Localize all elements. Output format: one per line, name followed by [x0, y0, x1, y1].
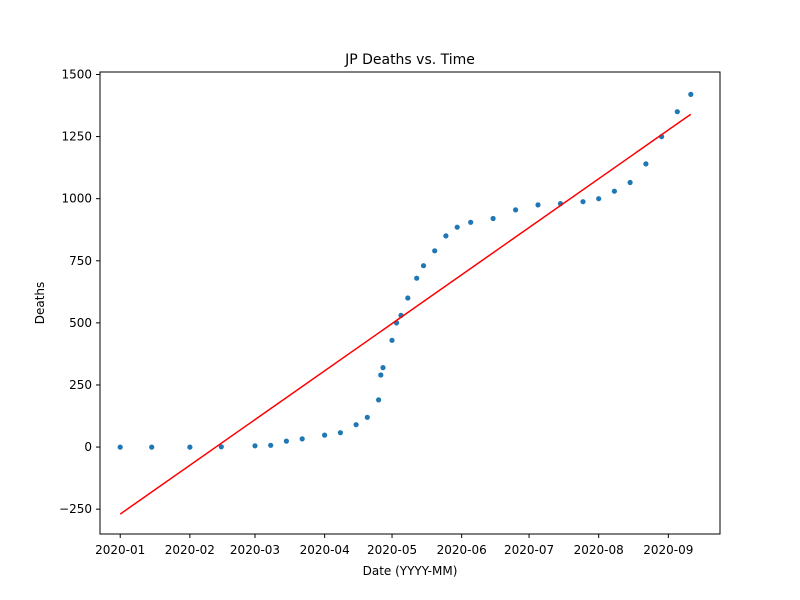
data-point-27	[535, 202, 541, 208]
y-axis-ticks: −250 0 250 500 750 1000 1250 1500	[59, 67, 100, 516]
x-tick-label: 2020-06	[437, 543, 487, 557]
data-point-32	[627, 179, 633, 186]
data-point-19	[414, 275, 420, 281]
data-point-25	[490, 215, 496, 222]
x-tick-label: 2020-08	[574, 543, 624, 557]
y-tick-label: 1250	[61, 130, 92, 144]
x-tick-label: 2020-01	[95, 543, 145, 557]
x-axis-label: Date (YYYY-MM)	[363, 564, 458, 578]
data-point-7	[299, 436, 305, 442]
x-tick-label: 2020-03	[230, 543, 280, 557]
data-point-14	[380, 365, 386, 371]
data-point-23	[454, 224, 460, 230]
data-point-33	[643, 161, 649, 167]
data-point-4	[252, 443, 258, 449]
data-point-36	[688, 91, 694, 97]
chart-title: JP Deaths vs. Time	[344, 52, 475, 68]
plot-marks	[117, 91, 694, 515]
plot-frame	[99, 71, 721, 535]
data-point-6	[283, 438, 289, 444]
data-point-29	[580, 199, 586, 205]
data-point-12	[376, 397, 382, 403]
data-point-35	[674, 109, 680, 115]
data-point-9	[337, 430, 343, 436]
y-tick-label: 250	[69, 378, 92, 392]
data-point-18	[405, 295, 411, 301]
y-tick-label: 750	[69, 254, 92, 268]
data-point-2	[187, 444, 193, 450]
data-point-13	[378, 372, 384, 378]
y-tick-label: 1000	[61, 192, 92, 206]
x-tick-label: 2020-05	[367, 543, 417, 557]
y-tick-label: −250	[59, 502, 92, 516]
trend-line	[119, 113, 692, 515]
y-tick-label: 1500	[61, 67, 92, 81]
y-tick-label: 0	[84, 440, 92, 454]
data-point-22	[443, 233, 449, 239]
data-point-30	[596, 196, 602, 202]
x-axis-ticks: 2020-01 2020-02 2020-03 2020-04 2020-05 2020-…	[95, 534, 693, 557]
data-point-31	[611, 188, 618, 194]
x-tick-label: 2020-02	[165, 543, 215, 557]
data-point-5	[268, 442, 274, 448]
data-point-26	[513, 207, 519, 213]
data-point-8	[322, 432, 328, 438]
data-point-24	[468, 219, 474, 225]
x-tick-label: 2020-09	[643, 543, 693, 557]
data-point-0	[117, 444, 123, 450]
data-point-20	[420, 263, 427, 269]
y-tick-label: 500	[69, 316, 92, 330]
x-tick-label: 2020-07	[504, 543, 554, 557]
data-point-21	[432, 248, 438, 254]
x-tick-label: 2020-04	[300, 543, 350, 557]
data-point-1	[149, 444, 155, 450]
data-point-11	[364, 414, 370, 420]
data-point-15	[389, 337, 395, 343]
data-point-10	[353, 422, 359, 428]
data-point-3	[218, 444, 224, 450]
y-axis-label: Deaths	[33, 282, 47, 325]
